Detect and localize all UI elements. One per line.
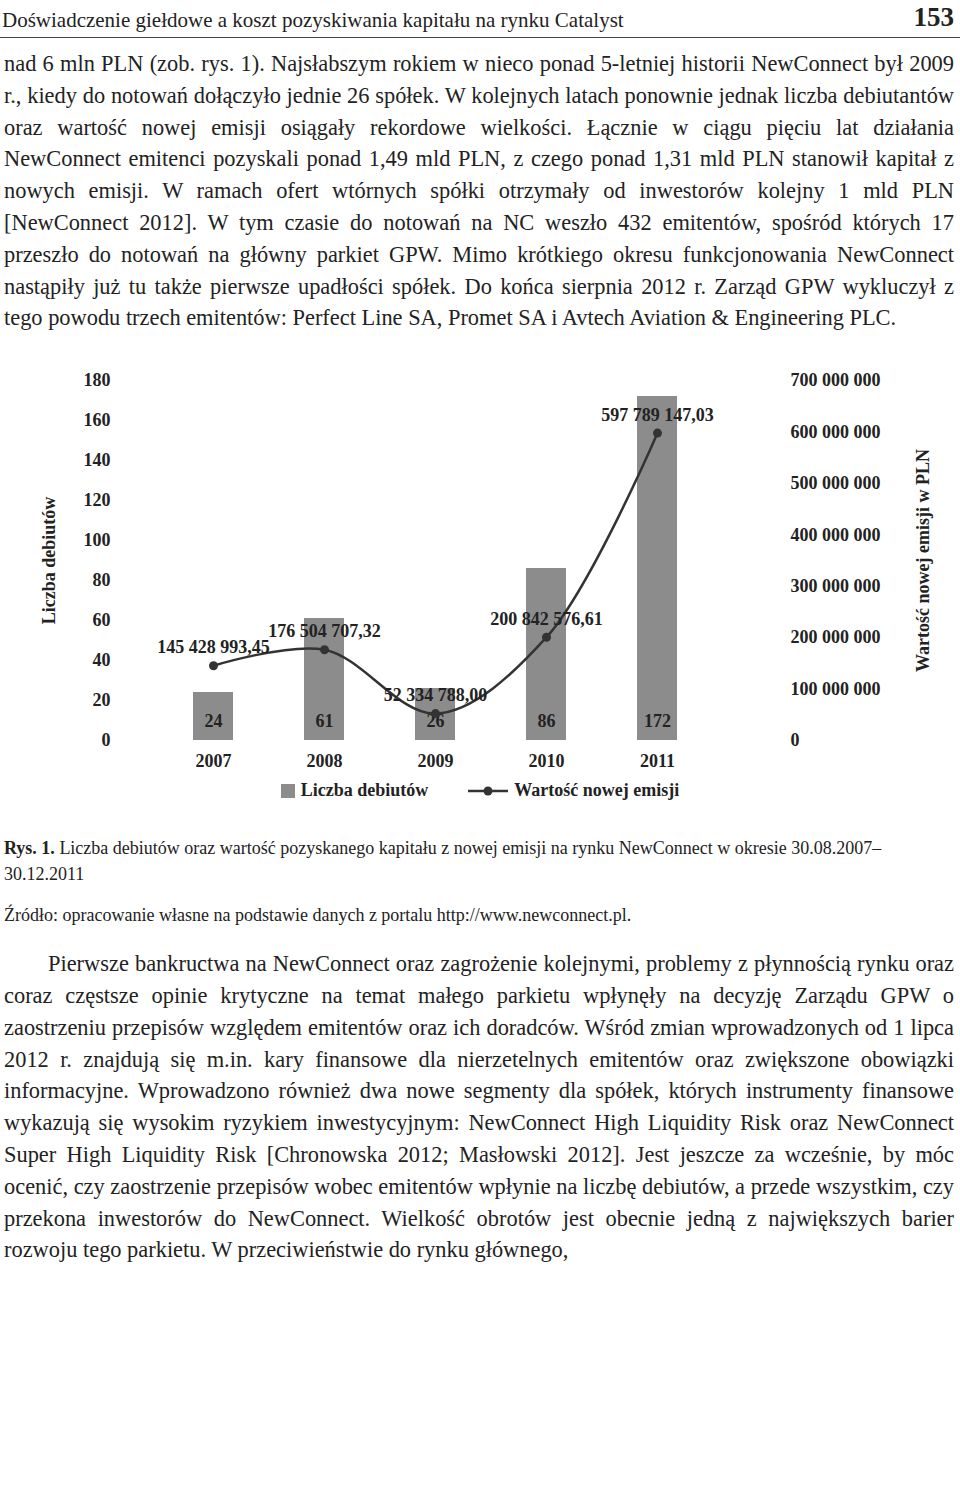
html-text:153: 153	[913, 2, 954, 32]
html-text:Wartość nowej emisji: Wartość nowej emisji	[514, 780, 680, 801]
html-text:nad 6 mln PLN (zob. rys. 1). N: nad 6 mln PLN (zob. rys. 1). Najsłabszym…	[4, 51, 954, 331]
svg-text:Liczba debiutów: Liczba debiutów	[39, 497, 59, 625]
svg-text:200 842 576,61: 200 842 576,61	[490, 609, 603, 629]
svg-text:160: 160	[84, 410, 111, 430]
svg-text:26: 26	[426, 710, 445, 731]
svg-text:100 000 000: 100 000 000	[791, 679, 881, 699]
svg-text:400 000 000: 400 000 000	[791, 525, 881, 545]
svg-text:140: 140	[84, 450, 111, 470]
svg-text:145 428 993,45: 145 428 993,45	[157, 638, 270, 658]
html-text:Źródło: opracowanie własne na: Źródło: opracowanie własne na podstawie …	[4, 905, 632, 926]
svg-text:2009: 2009	[418, 751, 454, 771]
svg-text:597 789 147,03: 597 789 147,03	[601, 405, 714, 425]
svg-text:200 000 000: 200 000 000	[791, 628, 881, 648]
svg-text:Wartość nowej emisji w PLN: Wartość nowej emisji w PLN	[913, 449, 933, 672]
html-text:Doświadczenie giełdowe a koszt: Doświadczenie giełdowe a koszt pozyskiwa…	[2, 8, 624, 32]
svg-text:176 504 707,32: 176 504 707,32	[268, 622, 381, 642]
html-text:Rys. 1. Liczba debiutów oraz w: Rys. 1. Liczba debiutów oraz wartość poz…	[4, 838, 882, 885]
svg-text:20: 20	[93, 690, 111, 710]
svg-text:300 000 000: 300 000 000	[791, 576, 881, 596]
svg-text:0: 0	[102, 730, 111, 750]
svg-text:60: 60	[93, 610, 111, 630]
svg-text:2011: 2011	[640, 751, 675, 771]
svg-text:180: 180	[84, 370, 111, 390]
html-text:Pierwsze bankructwa na NewConn: Pierwsze bankructwa na NewConnect oraz z…	[4, 951, 954, 1263]
svg-text:86: 86	[538, 711, 556, 731]
svg-text:2010: 2010	[529, 751, 565, 771]
svg-text:172: 172	[644, 711, 671, 731]
svg-text:40: 40	[93, 650, 111, 670]
svg-text:100: 100	[84, 530, 111, 550]
svg-text:600 000 000: 600 000 000	[791, 422, 881, 442]
svg-text:24: 24	[205, 711, 223, 731]
svg-text:120: 120	[84, 490, 111, 510]
html-text:Liczba debiutów: Liczba debiutów	[300, 780, 429, 801]
svg-text:500 000 000: 500 000 000	[791, 473, 881, 493]
svg-text:52 334 788,00: 52 334 788,00	[384, 686, 488, 706]
svg-text:2007: 2007	[196, 751, 232, 771]
svg-text:0: 0	[791, 730, 800, 750]
svg-text:80: 80	[93, 570, 111, 590]
svg-text:700 000 000: 700 000 000	[791, 370, 881, 390]
svg-text:2008: 2008	[307, 751, 343, 771]
svg-text:61: 61	[316, 711, 334, 731]
